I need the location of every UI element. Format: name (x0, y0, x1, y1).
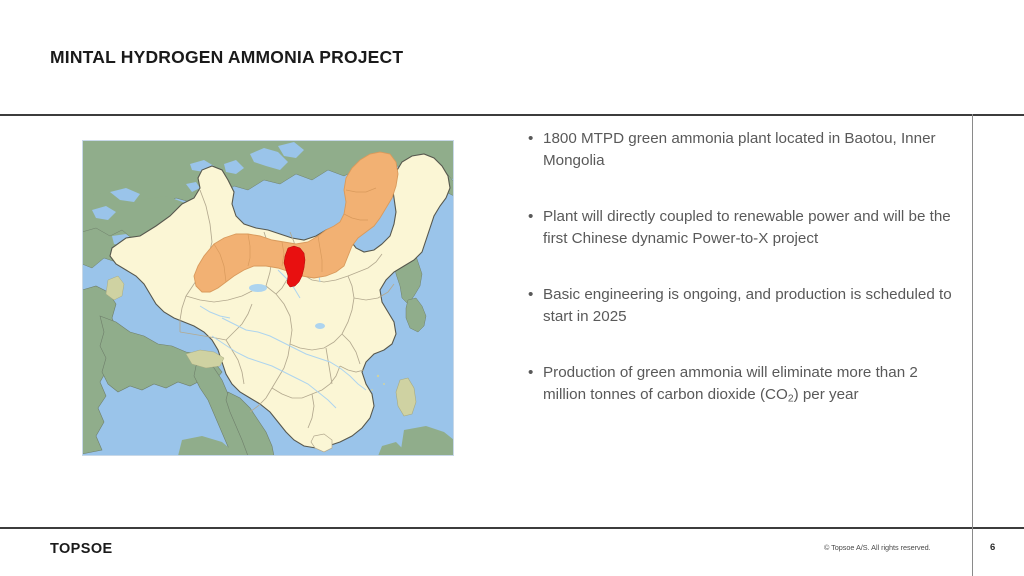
bullet-item-2: • Plant will directly coupled to renewab… (526, 206, 962, 249)
bullet-marker-icon: • (528, 208, 534, 225)
bullet-text: Basic engineering is ongoing, and produc… (543, 286, 952, 325)
right-column-divider (972, 114, 974, 576)
china-provinces (109, 153, 451, 449)
island-dot (383, 383, 385, 385)
bullet-text: Plant will directly coupled to renewable… (543, 208, 951, 247)
bullet-text: Production of green ammonia will elimina… (543, 362, 962, 409)
bullet-item-1: • 1800 MTPD green ammonia plant located … (526, 128, 962, 171)
bullet-item-3: • Basic engineering is ongoing, and prod… (526, 284, 962, 327)
disputed-area (105, 275, 125, 301)
bullet-marker-icon: • (528, 130, 534, 147)
bullet-marker-icon: • (528, 286, 534, 303)
map-border (82, 140, 454, 456)
bullet-item-4: • Production of green ammonia will elimi… (526, 362, 962, 409)
topsoe-logo: TOPSOE (50, 541, 113, 557)
inner-mongolia-highlight (193, 151, 399, 293)
hainan-island (310, 433, 333, 453)
china-map-image (82, 140, 454, 456)
island-dot (376, 374, 380, 378)
copyright-text: © Topsoe A/S. All rights reserved. (824, 543, 931, 552)
lake (315, 323, 325, 329)
header-divider (0, 114, 1024, 116)
taiwan (395, 377, 417, 417)
page-title: MINTAL HYDROGEN AMMONIA PROJECT (50, 47, 404, 67)
baotou-marker (283, 245, 306, 288)
bullet-text-after: ) per year (793, 385, 859, 403)
disputed-area (185, 349, 225, 369)
bullet-list: • 1800 MTPD green ammonia plant located … (526, 128, 962, 409)
page-number: 6 (990, 542, 996, 553)
footer-divider (0, 527, 1024, 529)
bullet-marker-icon: • (528, 364, 534, 381)
island-dot (371, 389, 373, 391)
co2-subscript: 2 (787, 392, 794, 404)
china-map-svg (82, 140, 454, 456)
lake (249, 284, 267, 292)
bullet-text-before: Production of green ammonia will elimina… (543, 364, 918, 403)
bullet-text: 1800 MTPD green ammonia plant located in… (543, 130, 936, 169)
